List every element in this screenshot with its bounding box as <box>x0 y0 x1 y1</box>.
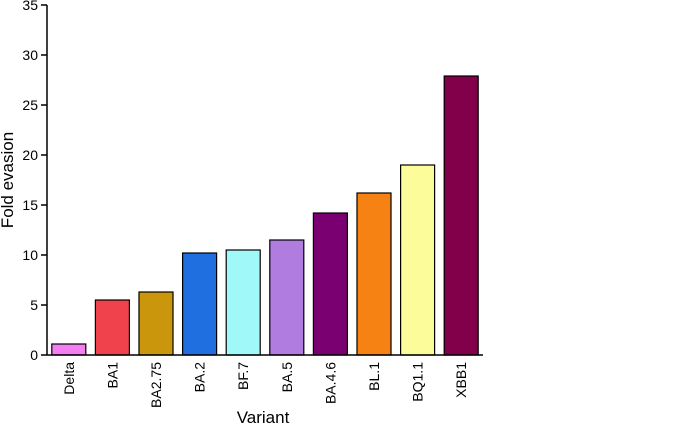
y-tick-label: 20 <box>22 147 38 163</box>
bar <box>181 252 218 356</box>
x-tick-label: BA1 <box>104 362 120 389</box>
bar <box>94 299 131 356</box>
y-tick-label: 10 <box>22 247 38 263</box>
y-tick-label: 15 <box>22 197 38 213</box>
x-tick-label: BA.5 <box>279 362 295 393</box>
bar <box>225 249 261 356</box>
y-tick-label: 25 <box>22 97 38 113</box>
x-tick-label: Delta <box>61 362 77 395</box>
bar <box>356 192 392 356</box>
y-tick-label: 30 <box>22 47 38 63</box>
bar <box>312 212 349 356</box>
x-tick-label: BL.1 <box>366 362 382 391</box>
y-tick-label: 35 <box>22 0 38 13</box>
y-tick-label: 5 <box>30 297 38 313</box>
y-tick-label: 0 <box>30 347 38 363</box>
bar <box>399 164 436 356</box>
x-tick-label: BA.2 <box>192 362 208 393</box>
x-tick-label: BA2.75 <box>148 362 164 408</box>
bar <box>443 75 479 356</box>
x-tick-label: BA.4.6 <box>322 362 338 404</box>
x-tick-label: XBB1 <box>453 362 469 398</box>
bar <box>51 343 87 356</box>
x-axis-title: Variant <box>237 408 290 427</box>
bar <box>269 239 305 356</box>
x-tick-label: BQ1.1 <box>410 362 426 402</box>
y-axis-title: Fold evasion <box>0 132 17 228</box>
bar <box>138 291 174 356</box>
x-tick-label: BF.7 <box>235 362 251 390</box>
